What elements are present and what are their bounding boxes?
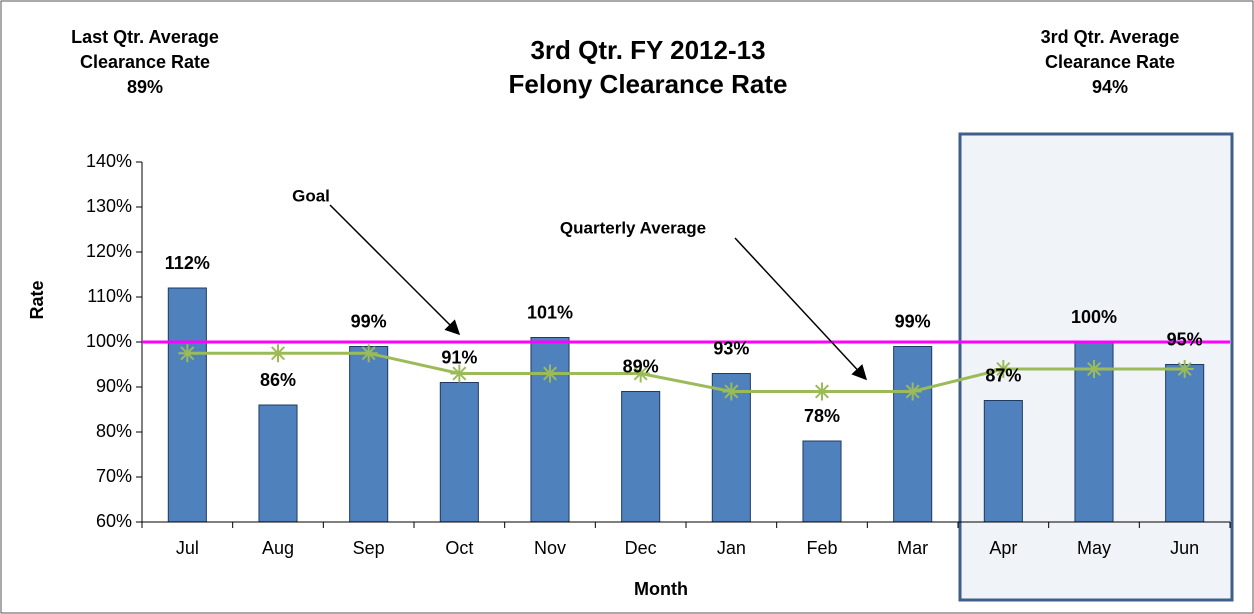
y-tick-label: 100% — [86, 331, 132, 351]
y-tick-label: 70% — [96, 466, 132, 486]
x-tick-label: Jan — [717, 538, 746, 558]
marker-stroke — [724, 384, 739, 399]
average-marker — [450, 364, 469, 383]
y-tick-label: 60% — [96, 511, 132, 531]
x-tick-label: May — [1077, 538, 1111, 558]
marker-stroke — [633, 366, 648, 381]
y-tick-label: 120% — [86, 241, 132, 261]
note: Clearance Rate — [1045, 52, 1175, 72]
marker-stroke — [1086, 361, 1102, 377]
note: 89% — [127, 77, 163, 97]
annotation: Goal — [292, 186, 330, 205]
x-tick-label: Feb — [806, 538, 837, 558]
bar — [983, 400, 1023, 523]
data-label: 89% — [623, 356, 659, 376]
data-label: 78% — [804, 406, 840, 426]
average-marker — [903, 382, 922, 401]
marker-stroke — [814, 384, 830, 399]
chart-title: 3rd Qtr. FY 2012-13 — [530, 35, 765, 65]
y-tick-label: 140% — [86, 151, 132, 171]
average-marker — [541, 364, 559, 383]
bar — [802, 440, 842, 523]
data-label: 95% — [1167, 329, 1203, 349]
data-label: 91% — [441, 347, 477, 367]
x-tick-label: Dec — [625, 538, 657, 558]
marker-stroke — [1177, 361, 1192, 377]
average-marker — [813, 382, 831, 401]
bar — [893, 346, 933, 523]
marker-stroke — [542, 366, 558, 381]
marker-stroke — [180, 346, 195, 361]
bar — [439, 382, 479, 523]
average-marker — [269, 344, 287, 363]
average-marker — [178, 344, 197, 363]
note: 94% — [1092, 77, 1128, 97]
x-tick-label: Aug — [262, 538, 294, 558]
data-label: 86% — [260, 370, 296, 390]
chart-title: Felony Clearance Rate — [509, 69, 788, 99]
data-label: 100% — [1071, 307, 1117, 327]
data-label: 93% — [713, 338, 749, 358]
note: Clearance Rate — [80, 52, 210, 72]
x-tick-label: Sep — [353, 538, 385, 558]
x-tick-label: Jul — [176, 538, 199, 558]
marker-stroke — [452, 366, 467, 381]
data-label: 87% — [985, 365, 1021, 385]
x-tick-label: Mar — [897, 538, 928, 558]
average-marker — [994, 360, 1013, 378]
y-axis-label: Rate — [27, 280, 47, 319]
average-marker — [1085, 360, 1103, 378]
note: 3rd Qtr. Average — [1041, 27, 1180, 47]
y-tick-label: 110% — [87, 286, 132, 306]
x-tick-label: Jun — [1170, 538, 1199, 558]
x-tick-label: Oct — [445, 538, 473, 558]
annotation: Quarterly Average — [560, 218, 706, 237]
arrow — [734, 237, 868, 381]
average-line — [187, 351, 1185, 393]
bar — [349, 346, 389, 523]
y-tick-label: 90% — [96, 376, 132, 396]
marker-stroke — [270, 346, 286, 361]
x-axis-label: Month — [634, 579, 688, 599]
marker-stroke — [361, 346, 376, 361]
average-marker — [722, 382, 741, 401]
average-marker — [1175, 360, 1194, 378]
x-tick-label: Apr — [989, 538, 1017, 558]
data-label: 99% — [895, 311, 931, 331]
arrow — [329, 204, 461, 336]
data-label: 99% — [351, 311, 387, 331]
marker-stroke — [996, 361, 1011, 377]
average-marker — [631, 364, 650, 383]
average-marker — [359, 344, 378, 363]
bar — [167, 287, 207, 523]
bar — [1165, 364, 1205, 523]
bar — [621, 391, 661, 523]
bar — [258, 404, 298, 523]
marker-stroke — [905, 384, 920, 399]
y-tick-label: 130% — [86, 196, 132, 216]
y-tick-label: 80% — [96, 421, 132, 441]
x-tick-label: Nov — [534, 538, 566, 558]
note: Last Qtr. Average — [71, 27, 219, 47]
plot: 60% 70% 80% 90% 100% 110% 120% 130% 140% Jul Aug Se… — [86, 151, 1231, 558]
data-label: 101% — [527, 302, 573, 322]
data-label: 112% — [165, 253, 210, 273]
